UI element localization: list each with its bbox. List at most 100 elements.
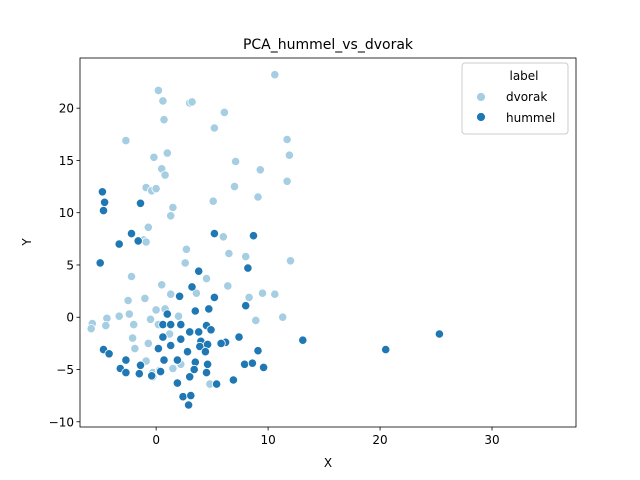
y-tick-label-0: 0	[66, 311, 74, 325]
point-dvorak-7	[209, 123, 219, 133]
legend-marker-dvorak	[476, 92, 486, 102]
point-hummel-55	[134, 369, 144, 379]
point-dvorak-32	[180, 258, 190, 268]
point-hummel-21	[176, 319, 186, 330]
points-layer	[86, 70, 444, 410]
point-hummel-7	[209, 229, 219, 239]
point-hummel-17	[190, 306, 200, 316]
point-dvorak-53	[278, 312, 288, 322]
point-hummel-25	[206, 325, 216, 335]
point-hummel-44	[121, 355, 131, 365]
point-hummel-14	[209, 292, 219, 302]
point-dvorak-1	[153, 85, 163, 96]
point-dvorak-20	[151, 184, 161, 194]
axes-layer: 0 10 20 30 −10 −5 0 5 10 15 20	[49, 57, 577, 447]
point-hummel-66	[184, 400, 194, 410]
point-hummel-26	[158, 332, 168, 342]
point-hummel-37	[381, 344, 391, 355]
point-hummel-36	[434, 329, 444, 339]
point-hummel-51	[247, 358, 257, 368]
point-dvorak-23	[208, 196, 218, 206]
point-dvorak-34	[285, 256, 296, 266]
x-tick-label-10: 10	[260, 433, 275, 447]
legend-marker-hummel	[476, 112, 486, 122]
point-hummel-10	[243, 263, 253, 273]
y-tick-label-20: 20	[59, 102, 74, 116]
point-hummel-61	[172, 378, 182, 388]
point-dvorak-21	[229, 182, 240, 192]
point-dvorak-49	[124, 309, 134, 319]
point-hummel-56	[156, 366, 166, 377]
point-dvorak-15	[255, 165, 265, 175]
point-dvorak-36	[201, 273, 212, 284]
point-dvorak-12	[284, 150, 294, 160]
point-hummel-23	[185, 327, 195, 337]
point-dvorak-26	[143, 222, 153, 232]
point-dvorak-10	[162, 148, 172, 158]
point-dvorak-40	[166, 289, 176, 299]
point-dvorak-52	[145, 314, 156, 324]
point-hummel-57	[189, 364, 199, 375]
y-tick-label-5: 5	[66, 258, 74, 272]
point-dvorak-42	[257, 288, 268, 298]
point-dvorak-43	[270, 289, 280, 299]
point-dvorak-41	[191, 288, 201, 298]
point-hummel-11	[194, 266, 204, 276]
point-hummel-9	[95, 258, 105, 268]
point-hummel-52	[258, 362, 269, 372]
point-hummel-3	[135, 198, 146, 208]
point-dvorak-22	[253, 192, 263, 202]
x-tick-label-0: 0	[152, 433, 160, 447]
point-hummel-6	[114, 239, 124, 249]
point-hummel-40	[153, 343, 163, 354]
point-hummel-4	[126, 229, 137, 239]
point-hummel-1	[100, 197, 110, 207]
point-hummel-58	[201, 367, 212, 378]
point-hummel-41	[182, 347, 193, 357]
point-hummel-35	[298, 335, 308, 345]
point-dvorak-11	[149, 152, 159, 162]
point-hummel-19	[158, 319, 168, 330]
point-hummel-16	[204, 304, 214, 314]
point-dvorak-9	[282, 134, 292, 145]
point-dvorak-59	[86, 324, 96, 334]
point-hummel-15	[241, 301, 251, 311]
point-dvorak-31	[224, 248, 234, 259]
point-dvorak-46	[151, 305, 161, 315]
point-dvorak-63	[143, 338, 153, 348]
point-dvorak-6	[159, 115, 169, 125]
point-hummel-31	[166, 340, 176, 351]
point-dvorak-56	[101, 320, 111, 331]
point-dvorak-62	[128, 333, 138, 343]
legend: label dvorak hummel	[461, 62, 569, 135]
point-hummel-42	[200, 347, 210, 357]
legend-box	[461, 62, 569, 135]
point-hummel-34	[216, 338, 226, 348]
legend-label-dvorak: dvorak	[506, 90, 547, 104]
point-hummel-8	[248, 231, 259, 241]
point-dvorak-35	[126, 271, 137, 282]
point-dvorak-54	[251, 315, 261, 325]
point-dvorak-50	[114, 311, 124, 321]
point-hummel-63	[228, 375, 238, 385]
point-dvorak-30	[181, 244, 191, 254]
point-dvorak-37	[157, 280, 167, 290]
point-hummel-60	[185, 372, 195, 382]
point-hummel-18	[162, 309, 172, 319]
point-hummel-46	[172, 355, 182, 365]
y-tick-label-10: 10	[59, 206, 74, 220]
point-dvorak-64	[130, 343, 140, 354]
legend-label-hummel: hummel	[506, 111, 555, 125]
point-hummel-54	[121, 367, 131, 378]
point-hummel-43	[253, 346, 263, 356]
point-hummel-59	[147, 371, 157, 381]
legend-title: label	[509, 69, 538, 83]
point-hummel-2	[98, 206, 109, 216]
point-dvorak-4	[187, 97, 197, 107]
point-hummel-65	[186, 390, 196, 401]
plot-frame	[79, 57, 577, 428]
y-tick-label--10: −10	[49, 415, 74, 429]
point-dvorak-16	[160, 170, 170, 180]
point-dvorak-28	[141, 237, 151, 247]
point-dvorak-17	[282, 176, 292, 186]
